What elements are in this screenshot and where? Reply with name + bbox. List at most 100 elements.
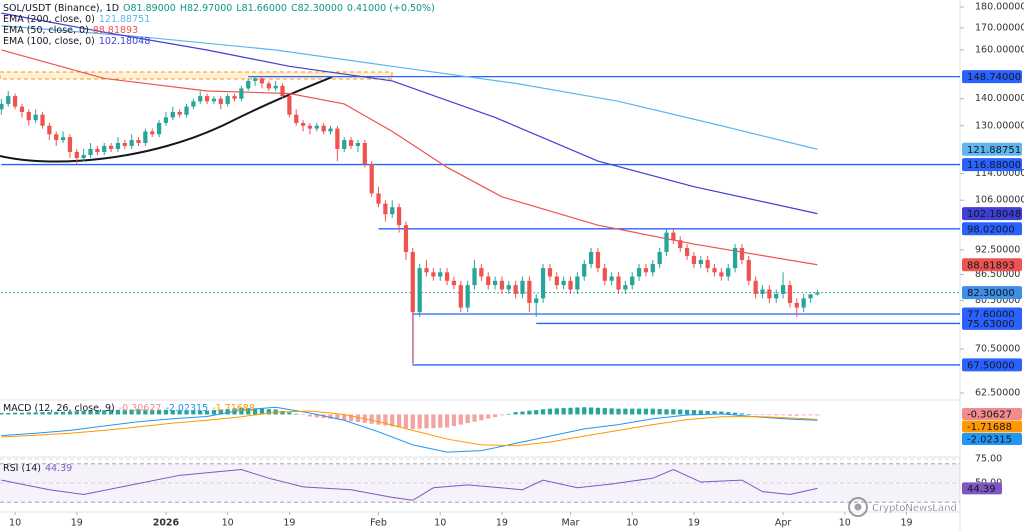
ema-line — [1, 25, 818, 150]
candle-body — [362, 142, 367, 165]
candle-body — [787, 285, 793, 303]
macd-histogram-bar — [122, 409, 127, 415]
legend-entry: EMA (100, close, 0) 102.18048 — [3, 36, 150, 47]
candle-body — [726, 268, 731, 277]
macd-histogram-bar — [547, 408, 553, 415]
macd-histogram-bar — [342, 414, 347, 421]
candle-body — [746, 259, 751, 281]
macd-histogram-bar — [458, 414, 463, 425]
price-tag-label: 121.88751 — [967, 145, 1021, 156]
macd-histogram-bar — [492, 414, 498, 418]
macd-histogram-bar — [486, 414, 491, 419]
macd-histogram-bar — [684, 409, 690, 415]
x-tick-label: Apr — [775, 518, 792, 529]
macd-histogram-bar — [753, 414, 758, 416]
candle-body — [335, 128, 340, 149]
macd-histogram-bar — [691, 410, 697, 415]
macd-histogram-bar — [348, 414, 354, 422]
candle-body — [636, 268, 642, 277]
candle-body — [575, 276, 580, 290]
macd-tag-label: -2.02315 — [967, 435, 1012, 446]
macd-histogram-bar — [33, 412, 38, 415]
candle-body — [410, 251, 415, 313]
candle-body — [472, 268, 477, 286]
macd-histogram-bar — [506, 413, 511, 415]
candle-body — [369, 164, 374, 194]
candle-body — [465, 285, 470, 308]
candle-body — [67, 137, 73, 152]
price-tag — [962, 286, 1022, 300]
legend-value: 121.88751 — [99, 14, 150, 25]
macd-histogram-bar — [479, 414, 484, 421]
candle-body — [492, 280, 498, 286]
candle-body — [753, 280, 758, 294]
macd-histogram-bar — [115, 409, 121, 415]
macd-histogram-bar — [719, 411, 724, 415]
macd-histogram-bar — [177, 410, 182, 415]
macd-histogram-bar — [431, 414, 436, 429]
macd-histogram-bar — [81, 410, 86, 415]
macd-histogram-bar — [67, 411, 73, 415]
candle-body — [698, 259, 703, 265]
candle-body — [547, 268, 553, 277]
macd-histogram-bar — [156, 409, 162, 415]
y-tick-label: 92.50000 — [975, 244, 1020, 255]
macd-histogram-bar — [218, 409, 223, 415]
watermark: CryptoNewsLand — [872, 503, 957, 514]
macd-histogram-bar — [554, 408, 559, 415]
macd-histogram-bar — [801, 414, 806, 416]
candle-body — [81, 154, 86, 159]
candle-body — [815, 292, 820, 295]
macd-histogram-bar — [815, 414, 820, 416]
legend-entry: EMA (200, close, 0) 121.88751 — [3, 14, 150, 25]
candle-body — [6, 96, 11, 104]
macd-histogram-bar — [6, 413, 11, 415]
candle-body — [95, 148, 100, 152]
candle-body — [808, 294, 813, 299]
candle-body — [540, 268, 546, 299]
candle-body — [705, 259, 710, 269]
candle-body — [314, 125, 319, 129]
macd-histogram-bar — [636, 408, 642, 415]
x-tick-label: 10 — [9, 518, 21, 529]
macd-histogram-bar — [108, 409, 114, 415]
macd-histogram-bar — [561, 408, 566, 415]
y-tick-label: 140.00000 — [975, 93, 1024, 104]
macd-tag — [962, 408, 1022, 420]
macd-histogram-bar — [198, 410, 203, 415]
macd-histogram-bar — [355, 414, 361, 422]
macd-histogram-bar — [150, 409, 155, 415]
ema-line — [1, 12, 818, 215]
macd-histogram-bar — [74, 411, 79, 415]
macd-value: -2.02315 — [165, 403, 208, 414]
candle-body — [156, 122, 162, 135]
y-tick-label: 114.00000 — [975, 168, 1024, 179]
ohlc-value: 0.41000 (+0.50%) — [347, 3, 435, 14]
legend-value: 102.18048 — [99, 36, 150, 47]
y-tick-label: 180.00000 — [975, 2, 1024, 13]
macd-histogram-bar — [602, 408, 607, 415]
macd-tag — [962, 433, 1022, 445]
macd-histogram-bar — [630, 408, 635, 415]
candle-body — [657, 251, 662, 265]
y-tick-label: 86.50000 — [975, 269, 1020, 280]
candle-body — [616, 276, 621, 290]
candle-body — [33, 114, 38, 121]
y-tick-label: 80.50000 — [975, 295, 1020, 306]
candle-body — [218, 98, 223, 104]
macd-histogram-bar — [540, 409, 546, 415]
y-tick-label: 62.50000 — [975, 388, 1020, 399]
macd-histogram-bar — [19, 412, 25, 415]
y-tick-label: 70.50000 — [975, 344, 1020, 355]
price-tag-label: 75.63000 — [967, 319, 1015, 330]
candle-body — [451, 280, 457, 286]
price-tag-label: 67.50000 — [967, 360, 1015, 371]
macd-histogram-bar — [129, 409, 134, 415]
candle-body — [163, 117, 169, 123]
macd-histogram-bar — [328, 414, 333, 419]
macd-histogram-bar — [746, 414, 751, 415]
macd-histogram-bar — [774, 414, 779, 416]
candle-body — [719, 272, 724, 277]
candle-body — [650, 264, 655, 273]
candle-body — [623, 285, 628, 290]
